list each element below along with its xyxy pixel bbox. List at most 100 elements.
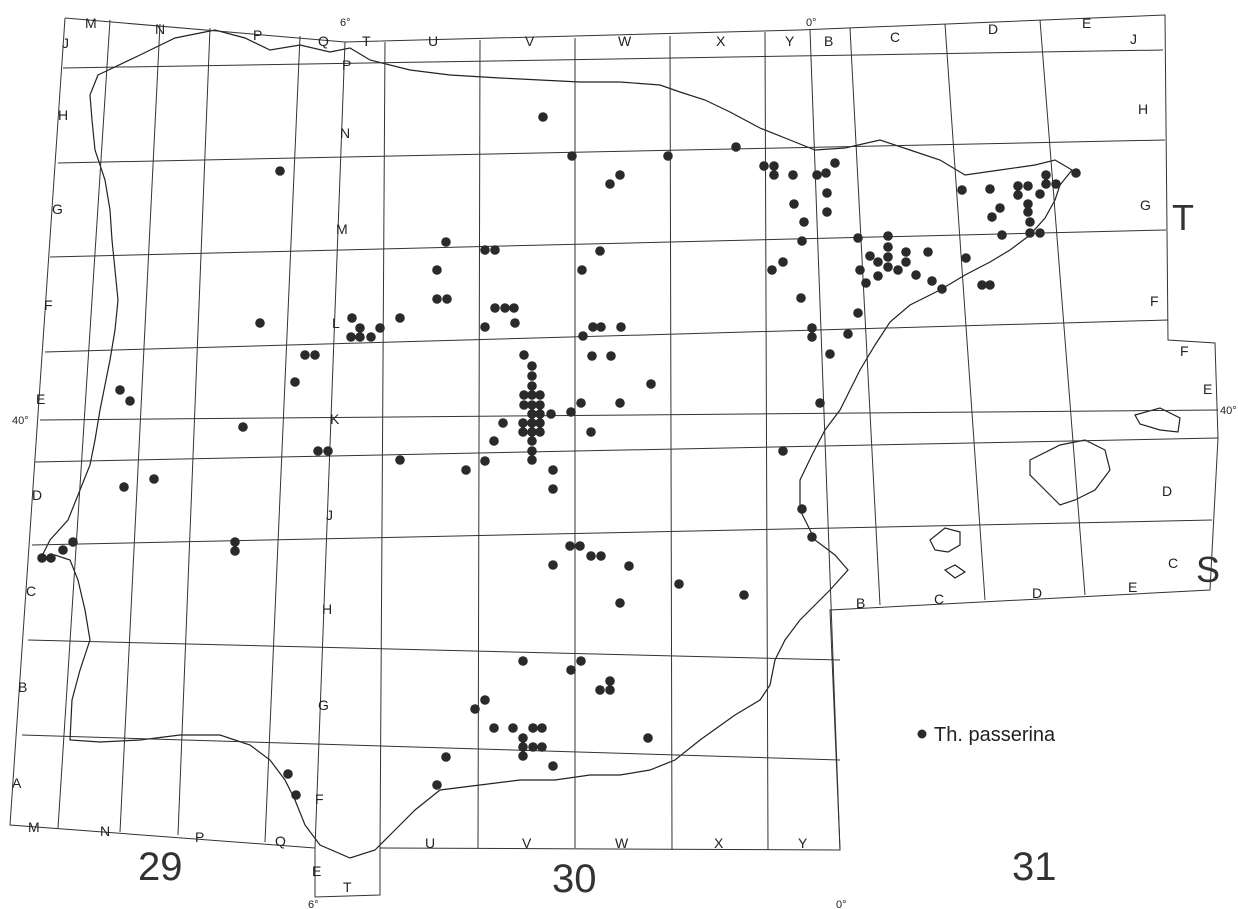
right-grid-labels: J H G F F E D C — [1130, 31, 1212, 571]
occurrence-dot — [498, 418, 508, 428]
occurrence-dot — [759, 161, 769, 171]
occurrence-dot — [366, 332, 376, 342]
occurrence-dot — [812, 170, 822, 180]
occurrence-dot — [518, 427, 528, 437]
occurrence-dot — [578, 331, 588, 341]
degree-label-0: 0° — [806, 17, 817, 29]
occurrence-dot — [587, 351, 597, 361]
degree-label-40-left: 40° — [12, 415, 29, 427]
occurrence-dot — [646, 379, 656, 389]
occurrence-dot — [624, 561, 634, 571]
occurrence-dot — [489, 723, 499, 733]
occurrence-dot — [527, 381, 537, 391]
occurrence-dot — [565, 541, 575, 551]
band-label-t: T — [1172, 197, 1194, 238]
occurrence-dot — [595, 246, 605, 256]
occurrence-dot — [1041, 179, 1051, 189]
grid-label: E — [36, 391, 45, 407]
grid-label: N — [100, 823, 110, 839]
occurrence-dot — [822, 188, 832, 198]
grid-label: M — [85, 15, 97, 31]
occurrence-dot — [830, 158, 840, 168]
occurrence-dot — [480, 456, 490, 466]
occurrence-dot — [769, 170, 779, 180]
occurrence-dot — [518, 751, 528, 761]
occurrence-dot — [58, 545, 68, 555]
grid-label: F — [44, 297, 53, 313]
mallorca — [1029, 439, 1111, 506]
occurrence-dot — [595, 685, 605, 695]
occurrence-dot — [937, 284, 947, 294]
occurrence-dot — [375, 323, 385, 333]
occurrence-dot — [548, 465, 558, 475]
occurrence-dot — [347, 313, 357, 323]
occurrence-dot — [883, 252, 893, 262]
grid-label: F — [1180, 343, 1189, 359]
occurrence-dot — [893, 265, 903, 275]
occurrence-dot — [769, 161, 779, 171]
occurrence-dot — [901, 247, 911, 257]
grid-label: E — [312, 863, 321, 879]
occurrence-dot — [807, 323, 817, 333]
occurrence-dot — [461, 465, 471, 475]
occurrence-dot — [528, 742, 538, 752]
occurrence-dot — [901, 257, 911, 267]
occurrence-dot — [1023, 199, 1033, 209]
occurrence-dot — [1035, 189, 1045, 199]
grid-label: F — [1150, 293, 1159, 309]
grid-label: E — [1082, 15, 1091, 31]
occurrence-dot — [535, 400, 545, 410]
occurrence-dot — [275, 166, 285, 176]
occurrence-dot — [346, 332, 356, 342]
zone-label-30: 30 — [552, 857, 597, 901]
occurrence-dot — [586, 551, 596, 561]
occurrence-dot — [432, 780, 442, 790]
occurrence-dot — [576, 398, 586, 408]
occurrence-dot — [788, 170, 798, 180]
grid-label: C — [26, 583, 36, 599]
occurrence-dot — [883, 242, 893, 252]
occurrence-dot — [519, 400, 529, 410]
occurrence-dot — [432, 294, 442, 304]
occurrence-dot — [799, 217, 809, 227]
occurrence-dot — [528, 723, 538, 733]
occurrence-dot — [395, 455, 405, 465]
occurrence-dot — [537, 742, 547, 752]
occurrence-dot — [1025, 217, 1035, 227]
occurrence-dot — [548, 560, 558, 570]
occurrence-dot — [548, 761, 558, 771]
occurrence-dot — [230, 537, 240, 547]
grid-label: J — [1130, 31, 1137, 47]
occurrence-dot — [527, 427, 537, 437]
occurrence-dot — [527, 409, 537, 419]
grid-label: Y — [785, 33, 795, 49]
degree-label-6: 6° — [340, 17, 351, 29]
occurrence-dot — [615, 398, 625, 408]
grid-label: P — [253, 27, 262, 43]
occurrence-dot — [606, 351, 616, 361]
grid-label: V — [525, 33, 535, 49]
occurrence-dot — [125, 396, 135, 406]
occurrence-dot — [987, 212, 997, 222]
occurrence-dot — [441, 237, 451, 247]
occurrence-dot — [527, 436, 537, 446]
occurrence-dot — [1071, 168, 1081, 178]
occurrence-dot — [843, 329, 853, 339]
bottom-grid-labels: M N P Q U V W X Y E T B C D E — [28, 579, 1137, 895]
occurrence-dot — [290, 377, 300, 387]
occurrence-dot — [538, 112, 548, 122]
left-grid-labels: J H G F E D C B A — [12, 35, 69, 791]
occurrence-dot — [527, 361, 537, 371]
occurrence-dot — [519, 390, 529, 400]
occurrence-dot — [508, 723, 518, 733]
occurrence-dot — [596, 322, 606, 332]
occurrence-dot — [807, 332, 817, 342]
occurrence-dot — [480, 245, 490, 255]
occurrence-dot — [567, 151, 577, 161]
occurrence-dot — [807, 532, 817, 542]
occurrence-dot — [149, 474, 159, 484]
occurrence-dot — [480, 322, 490, 332]
occurrence-dot — [873, 257, 883, 267]
grid-label: K — [330, 411, 340, 427]
